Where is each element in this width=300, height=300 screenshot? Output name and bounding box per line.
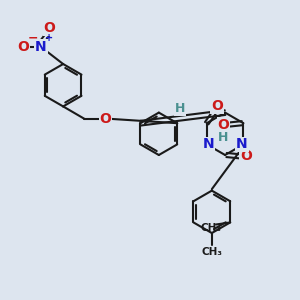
Text: N: N (35, 40, 47, 54)
Text: O: O (17, 40, 29, 54)
Text: H: H (218, 131, 228, 145)
Text: O: O (240, 149, 252, 164)
Text: O: O (211, 99, 223, 113)
Text: CH₃: CH₃ (201, 247, 222, 256)
Text: O: O (44, 21, 55, 35)
Text: −: − (27, 32, 38, 45)
Text: +: + (46, 33, 54, 43)
Text: O: O (100, 112, 112, 126)
Text: H: H (175, 102, 186, 115)
Text: N: N (202, 137, 214, 152)
Text: N: N (236, 137, 248, 152)
Text: CH₃: CH₃ (200, 223, 221, 233)
Text: O: O (218, 118, 230, 132)
